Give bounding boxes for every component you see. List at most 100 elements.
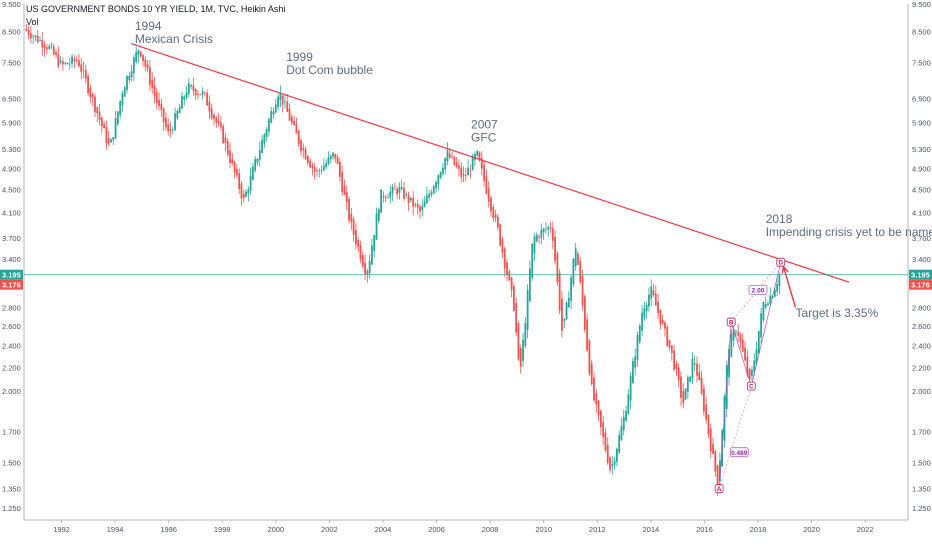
- candle-body: [290, 116, 293, 123]
- pattern-ratio-badge: [748, 284, 768, 295]
- price-axis-right[interactable]: 9.500 8.500 7.500 6.500 5.900 5.300 4.900 4.500…: [907, 0, 931, 520]
- candle-body: [75, 60, 78, 61]
- pattern-point-c[interactable]: C: [746, 381, 756, 391]
- candle-body: [329, 155, 332, 160]
- time-tick-label: 2000: [267, 525, 284, 534]
- candle-body: [82, 69, 85, 71]
- candle-body: [100, 117, 103, 127]
- candle-body: [400, 187, 403, 189]
- symbol-header[interactable]: US GOVERNMENT BONDS 10 YR YIELD, 1M, TVC…: [26, 4, 286, 14]
- pattern-leg[interactable]: [750, 262, 782, 387]
- candle-body: [700, 377, 703, 394]
- pattern-point-label: C: [749, 384, 754, 391]
- resistance-trendline[interactable]: [130, 43, 850, 283]
- candle-body: [682, 391, 685, 404]
- pattern-leg[interactable]: [718, 322, 732, 489]
- candle-body: [412, 198, 415, 207]
- candle-body: [357, 240, 360, 247]
- candle-body: [686, 377, 689, 392]
- pattern-point-d[interactable]: D: [776, 257, 786, 267]
- candle-body: [339, 161, 341, 177]
- candle-body: [609, 457, 611, 470]
- candle-body: [293, 120, 296, 125]
- pattern-point-b[interactable]: B: [726, 317, 736, 327]
- candle-body: [666, 326, 669, 346]
- candle-body: [458, 165, 460, 169]
- candle-body: [661, 319, 664, 324]
- candle-body: [693, 363, 696, 365]
- candle-body: [494, 214, 497, 218]
- time-axis[interactable]: 1992 1994 1996 1998 2000 2002 2004 2006 2008 2010…: [24, 519, 908, 534]
- candle-body: [535, 234, 538, 242]
- candle-body: [496, 216, 499, 228]
- candle-body: [542, 228, 545, 233]
- price-tick-label-right: 1.350: [912, 485, 931, 494]
- volume-indicator-label[interactable]: Vol: [26, 17, 39, 27]
- candle-body: [748, 369, 751, 380]
- pattern-point-a[interactable]: A: [714, 484, 724, 494]
- candle-body: [503, 248, 506, 269]
- candle-body: [345, 192, 348, 203]
- candle-body: [29, 33, 32, 39]
- event-year: 1999: [286, 50, 313, 64]
- candle-body: [455, 162, 458, 167]
- price-tick-label-left: 1.500: [2, 458, 21, 467]
- candle-body: [153, 85, 156, 96]
- candle-body: [373, 234, 376, 252]
- candle-body: [691, 358, 694, 379]
- candle-body: [702, 388, 705, 412]
- candle-body: [162, 108, 165, 123]
- target-arrow-head: [781, 265, 789, 274]
- candle-body: [423, 201, 426, 208]
- candle-body: [318, 170, 321, 172]
- pattern-leg[interactable]: [730, 321, 752, 387]
- candle-body: [586, 319, 589, 351]
- candle-body: [744, 347, 746, 361]
- time-tick-label: 2012: [589, 525, 606, 534]
- candle-body: [432, 186, 435, 194]
- candle-body: [52, 46, 55, 55]
- time-tick-label: 2020: [803, 525, 820, 534]
- candle-body: [210, 108, 213, 118]
- candle-body: [114, 118, 117, 139]
- candle-body: [213, 114, 215, 120]
- candle-body: [238, 173, 241, 190]
- candle-body: [595, 393, 598, 405]
- candle-body: [650, 286, 653, 299]
- price-tick-label-left: 9.500: [2, 0, 21, 9]
- candle-body: [670, 345, 673, 353]
- candle-body: [94, 96, 96, 112]
- candle-body: [217, 121, 220, 124]
- price-tick-label-right: 2.400: [912, 342, 931, 351]
- candle-body: [615, 448, 618, 462]
- candle-body: [393, 188, 396, 190]
- candle-body: [297, 130, 300, 145]
- time-tick-label: 2018: [750, 525, 767, 534]
- candle-body: [304, 149, 307, 160]
- candle-body: [531, 243, 534, 278]
- candle-body: [174, 113, 176, 130]
- event-name: Dot Com bubble: [286, 63, 373, 77]
- candle-body: [98, 111, 101, 120]
- price-tick-label-left: 1.350: [2, 485, 21, 494]
- candle-body: [574, 248, 577, 267]
- candle-body: [579, 261, 582, 283]
- candle-body: [254, 158, 257, 171]
- candle-body: [730, 333, 733, 358]
- candle-body: [355, 230, 357, 245]
- drawings-layer[interactable]: A B C D 0.489 2.00: [24, 43, 908, 494]
- candle-body: [442, 167, 444, 174]
- candle-body: [599, 410, 602, 428]
- price-tick-label-right: 1.250: [912, 504, 931, 513]
- candle-body: [613, 460, 616, 465]
- candle-body: [641, 312, 643, 331]
- price-tick-label-left: 3.700: [2, 234, 21, 243]
- candle-body: [519, 347, 522, 367]
- candle-body: [469, 169, 472, 171]
